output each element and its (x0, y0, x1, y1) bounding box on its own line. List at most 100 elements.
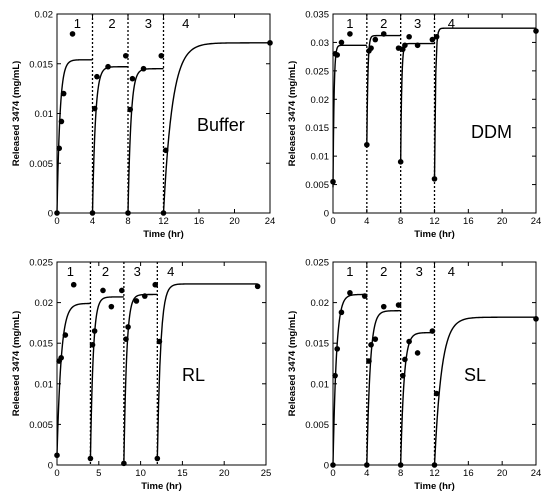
y-tick-label: 0 (324, 209, 329, 220)
fit-curve (433, 27, 536, 179)
region-label: 3 (145, 16, 152, 31)
data-point (406, 338, 412, 345)
chart-panel-sl: 0 4 8 12 16 20 2400.0050.010.0150.020.025Time … (287, 258, 541, 493)
data-point (364, 462, 370, 468)
data-point (58, 118, 65, 125)
data-point (334, 52, 341, 58)
x-tick-label: 20 (229, 216, 240, 227)
region-label: 1 (74, 16, 81, 31)
x-tick-label: 12 (429, 468, 440, 479)
chart-panel-rl: 0 5 10 15 20 25 0 0.005 0.01 0.015 0.02 0.025 Time (… (11, 258, 271, 493)
data-point (368, 342, 374, 348)
fit-curve (127, 68, 164, 214)
fit-curve (162, 42, 270, 214)
y-tick-label: 0.015 (305, 123, 329, 134)
y-tick-label: 0 (324, 461, 329, 472)
y-tick-label: 0.025 (305, 66, 329, 77)
fit-curve (123, 293, 158, 464)
y-tick-label: 0.015 (29, 339, 53, 350)
y-tick-label: 0 (48, 461, 53, 472)
data-point (533, 316, 539, 322)
data-point (431, 176, 438, 182)
data-point (62, 332, 69, 338)
region-label: 4 (167, 264, 174, 279)
panel-label: Buffer (197, 115, 245, 135)
data-point (330, 178, 336, 185)
y-tick-label: 0.015 (305, 339, 329, 350)
data-point (395, 45, 402, 51)
fit-curve (156, 283, 258, 459)
data-point (361, 293, 368, 299)
x-tick-label: 8 (398, 216, 403, 227)
fit-curve (366, 34, 401, 145)
panel-label: SL (464, 365, 486, 385)
x-axis-title: Time (hr) (141, 481, 181, 492)
data-point (100, 287, 106, 294)
data-point (332, 372, 338, 379)
x-tick-label: 16 (463, 216, 474, 227)
x-tick-label: 4 (364, 468, 369, 479)
fit-curve (56, 59, 93, 214)
data-point (91, 105, 98, 112)
data-point (338, 39, 345, 46)
y-tick-label: 0.015 (29, 59, 53, 70)
data-point (133, 298, 140, 304)
data-point (160, 210, 167, 216)
data-point (402, 356, 408, 363)
x-tick-label: 16 (194, 216, 205, 227)
fit-curve (89, 296, 124, 459)
x-tick-label: 16 (463, 468, 474, 479)
x-tick-label: 15 (177, 468, 188, 479)
data-point (254, 283, 261, 290)
data-point (433, 390, 440, 397)
data-point (129, 75, 136, 82)
data-point (402, 42, 408, 49)
x-axis-title: Time (hr) (414, 481, 454, 492)
x-tick-label: 24 (265, 216, 276, 227)
y-tick-label: 0 (48, 209, 53, 220)
data-point (69, 31, 76, 37)
data-point (125, 210, 131, 216)
data-point (433, 33, 440, 40)
region-label: 2 (108, 16, 115, 31)
data-point (414, 42, 421, 49)
region-label: 1 (346, 16, 353, 31)
x-tick-label: 0 (330, 216, 335, 227)
panel-label: RL (182, 365, 205, 385)
x-axis-title: Time (hr) (414, 229, 454, 240)
data-point (267, 40, 273, 46)
data-point (364, 141, 370, 148)
y-axis-title: Released 3474 (mg/mL) (287, 61, 298, 167)
data-point (156, 338, 163, 345)
fit-curve (332, 293, 367, 466)
data-point (91, 328, 98, 334)
x-tick-label: 24 (531, 216, 542, 227)
x-tick-label: 20 (497, 216, 508, 227)
x-tick-label: 20 (219, 468, 230, 479)
data-point (414, 350, 421, 356)
fit-curve (366, 310, 401, 466)
region-label: 2 (380, 16, 387, 31)
y-tick-label: 0.025 (29, 258, 53, 269)
plot-frame (56, 261, 267, 466)
data-point (56, 145, 63, 152)
y-tick-label: 0.005 (29, 159, 53, 170)
data-point (380, 31, 387, 37)
data-point (141, 293, 148, 299)
data-point (121, 460, 127, 467)
data-point (368, 45, 374, 51)
data-point (54, 210, 60, 216)
y-tick-label: 0.025 (305, 258, 329, 269)
data-point (431, 462, 438, 468)
x-tick-label: 20 (497, 468, 508, 479)
y-axis-title: Released 3474 (mg/mL) (11, 61, 22, 167)
y-tick-label: 0.01 (311, 379, 330, 390)
x-tick-label: 12 (429, 216, 440, 227)
data-point (347, 31, 353, 37)
data-point (158, 52, 165, 59)
data-point (338, 309, 345, 316)
x-tick-label: 8 (398, 468, 403, 479)
region-label: 2 (102, 264, 109, 279)
y-tick-label: 0.01 (35, 379, 54, 390)
